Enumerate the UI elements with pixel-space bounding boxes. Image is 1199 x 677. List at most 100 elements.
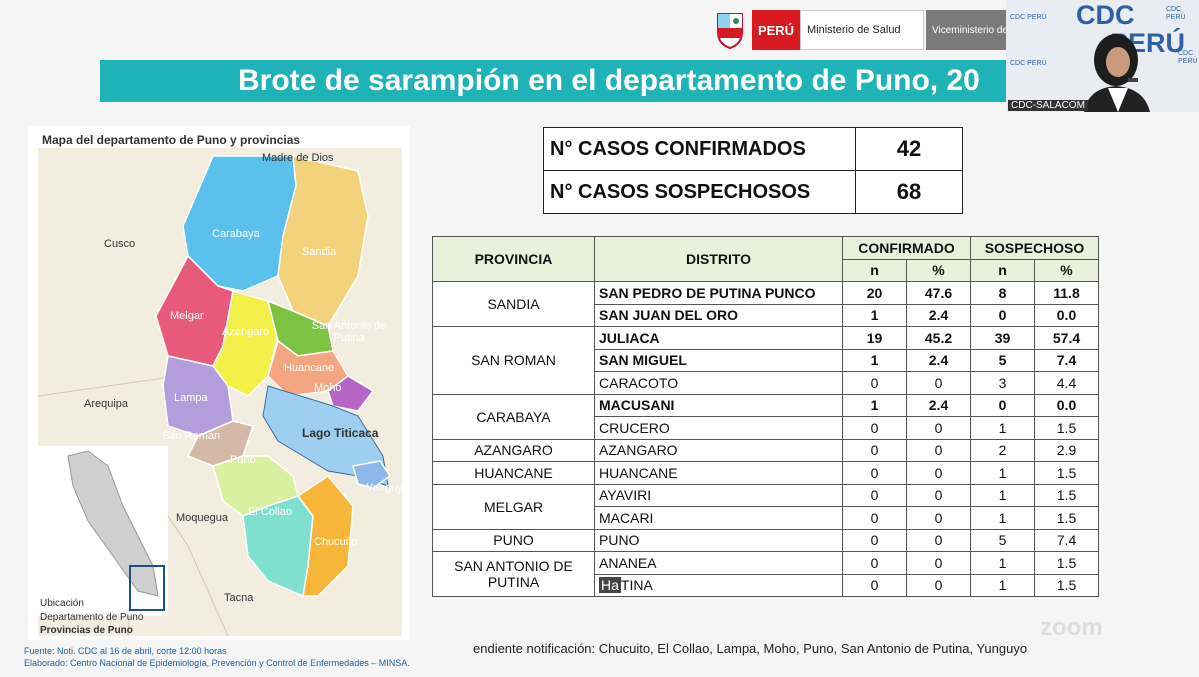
small-logo-right: CDC PERÚ [1166,6,1186,21]
provincia-cell: PUNO [432,528,595,552]
value-cell-sp: 7.4 [1034,348,1099,372]
ministry-label: Ministerio de Salud [800,10,924,50]
map-label-chucuito: Chucuito [314,536,358,548]
value-cell-sn: 1 [970,573,1035,597]
value-cell-cn: 0 [842,573,907,597]
header-sospechoso-pct: % [1034,258,1099,282]
value-cell-sn: 2 [970,438,1035,462]
table-row: SANDIA SAN PEDRO DE PUTINA PUNCO 20 47.6 8 11… [432,281,1099,327]
map-label-huancane: Huancane [284,362,335,374]
header-confirmado-pct: % [906,258,971,282]
value-cell-sp: 0.0 [1034,303,1099,327]
map-label-arequipa: Arequipa [84,398,129,410]
video-logo-line1: CDC [1076,0,1135,30]
map-label-cusco: Cusco [104,238,136,250]
region-chucuito [296,475,354,597]
value-cell-sn: 1 [970,551,1035,575]
value-cell-sp: 1.5 [1034,461,1099,485]
value-cell-cn: 19 [842,326,907,350]
value-cell-cp: 2.4 [906,303,971,327]
table-row: MELGAR AYAVIRI 0 0 1 1.5 [432,483,1099,530]
puno-map [37,148,402,637]
video-overlay[interactable]: CDC PERÚ CDC PERÚ CDC PERÚ CDC PERÚ CDC … [1006,0,1199,112]
map-label-moho: Moho [314,382,342,394]
small-logo-left: CDC PERÚ [1010,14,1047,21]
confirmed-value: 42 [855,127,963,171]
value-cell-cn: 0 [842,551,907,575]
table-row: HUANCANE HUANCANE 0 0 1 1.5 [432,461,1099,485]
value-cell-sp: 7.4 [1034,528,1099,552]
map-label-elcollao: El Collao [248,506,293,518]
map-label-putina: San Antonio de Putina [311,320,387,344]
distrito-cell: SAN JUAN DEL ORO [594,303,843,327]
cases-table: PROVINCIA DISTRITO CONFIRMADO SOSPECHOSO… [432,236,1099,597]
provincia-cell: SAN ROMAN [432,326,595,395]
source-note: Fuente: Noti. CDC al 16 de abril, corte … [24,645,410,669]
map-label-yunguyo: Yunguyo [366,482,409,494]
header-sospechoso: SOSPECHOSO [970,236,1099,260]
distrito-text: TINA [620,577,653,594]
page-title: Brote de sarampión en el departamento de… [100,60,1006,102]
distrito-cell: AZANGARO [594,438,843,462]
inset-caption-bold: Provincias de Puno [40,625,133,636]
map-label-madre-de-dios: Madre de Dios [262,152,334,164]
table-row: Ha TINA 0 0 1 1.5 [433,573,1099,597]
provincia-cell: SAN ANTONIO DE PUTINA [432,551,595,597]
distrito-cell: PUNO [594,528,843,552]
elaborated-line: Elaborado: Centro Nacional de Epidemiolo… [24,658,410,668]
map-label-tacna: Tacna [224,592,254,604]
map-title: Mapa del departamento de Puno y provinci… [42,133,301,147]
small-logo-left-2: CDC PERÚ [1010,60,1047,67]
provincia-cell: SANDIA [432,281,595,327]
zoom-watermark: zoom [1040,614,1103,641]
map-label-moquegua: Moquegua [176,512,228,524]
value-cell-cn: 0 [842,461,907,485]
value-cell-cp: 0 [906,438,971,462]
value-cell-sp: 0.0 [1034,393,1099,417]
case-counts: N° CASOS CONFIRMADOS 42 N° CASOS SOSPECH… [543,127,963,214]
table-row: CARABAYA MACUSANI 1 2.4 0 0.0 [432,393,1099,440]
map-label-sandia: Sandia [302,246,337,258]
value-cell-sn: 5 [970,528,1035,552]
value-cell-cn: 1 [842,348,907,372]
value-cell-sn: 1 [970,416,1035,440]
map-panel: Madre de Dios Cusco Arequipa Moquegua Ta… [28,126,410,640]
distrito-cell: MACARI [594,506,843,530]
value-cell-sn: 5 [970,348,1035,372]
video-label: CDC-SALACOM [1008,100,1088,111]
provincia-cell: HUANCANE [432,461,595,485]
inset-highlight [129,565,165,611]
map-label-carabaya: Carabaya [212,228,260,240]
value-cell-cp: 45.2 [906,326,971,350]
value-cell-cp: 0 [906,551,971,575]
distrito-cell: HUANCANE [594,461,843,485]
table-body: SANDIA SAN PEDRO DE PUTINA PUNCO 20 47.6 8 11… [432,281,1099,597]
table-row: SAN JUAN DEL ORO 1 2.4 0 0.0 [433,303,1099,327]
header-sospechoso-n: n [970,258,1035,282]
inset-caption-1: Ubicación [40,598,84,609]
table-row: CARACOTO 0 0 3 4.4 [433,371,1099,395]
value-cell-cp: 2.4 [906,393,971,417]
value-cell-sp: 11.8 [1034,281,1099,305]
provincia-cell: AZANGARO [432,438,595,462]
distrito-cell: SAN MIGUEL [594,348,843,372]
value-cell-cp: 0 [906,506,971,530]
value-cell-sn: 1 [970,461,1035,485]
region-moho [327,375,375,412]
region-yunguyo [352,460,392,489]
map-label-puno: Puno [230,454,256,466]
distrito-cell: ANANEA [594,551,843,575]
small-logo-right-2: CDC PERÚ [1178,50,1198,65]
distrito-cell: CRUCERO [594,416,843,440]
value-cell-sp: 1.5 [1034,573,1099,597]
header-distrito: DISTRITO [594,236,843,282]
value-cell-cn: 0 [842,483,907,507]
provincia-cell: CARABAYA [432,393,595,440]
distrito-cell: JULIACA [594,326,843,350]
distrito-cell: AYAVIRI [594,483,843,507]
header-confirmado: CONFIRMADO [842,236,971,260]
speaker-avatar [1084,34,1150,112]
header-confirmado-n: n [842,258,907,282]
value-cell-cn: 0 [842,371,907,395]
value-cell-cp: 0 [906,528,971,552]
